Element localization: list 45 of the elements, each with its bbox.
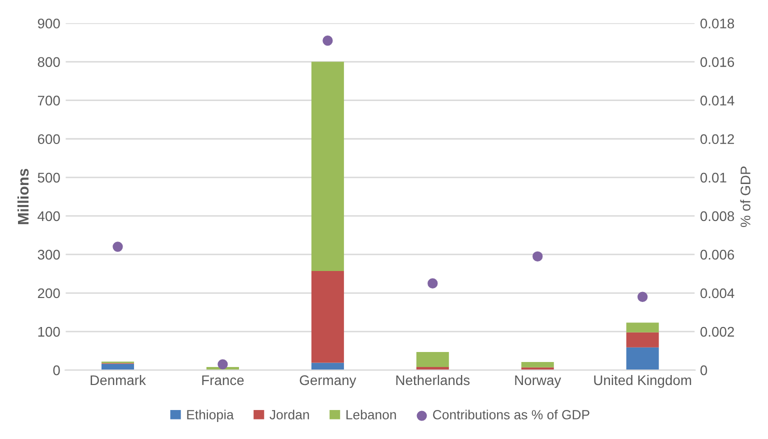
bar [626,347,659,370]
y2-tick-label: 0.014 [700,96,734,106]
y2-tick-label: 0.016 [700,57,734,67]
y-tick-label: 100 [38,326,60,337]
y-tick-label: 800 [38,57,60,67]
x-tick-label: France [202,375,244,386]
y-tick-label: 0 [53,365,60,376]
y-tick-label: 400 [38,211,60,222]
x-tick-label: Germany [300,375,356,388]
point [112,242,123,252]
x-tick-label: Norway [515,375,562,388]
point [532,251,543,262]
x-tick-label: Denmark [90,374,146,386]
y2-axis-title: % of GDP [740,166,750,228]
y-tick-label: 300 [38,250,60,260]
y2-tick-label: 0.008 [700,211,734,222]
bar [311,62,344,272]
y2-tick-label: 0 [700,365,708,376]
bar [311,271,344,363]
y2-tick-label: 0.002 [700,326,734,337]
legend-label: Lebanon [346,410,396,420]
bar [416,352,449,367]
y2-tick-label: 0.01 [700,172,726,183]
point [218,359,228,370]
x-tick-label: Netherlands [396,374,470,386]
bar [521,362,554,368]
point [322,36,333,46]
point [428,278,438,288]
y-tick-label: 200 [38,288,60,298]
point [637,292,648,302]
y-tick-label: 900 [38,18,60,28]
x-tick-label: United Kingdom [594,374,692,388]
y-tick-label: 700 [38,96,60,106]
y2-tick-label: 0.004 [700,288,734,298]
y2-tick-label: 0.006 [700,250,734,260]
y-tick-label: 600 [38,134,60,144]
bar [626,322,659,332]
y2-tick-label: 0.018 [700,18,734,28]
y-tick-label: 500 [38,172,60,183]
legend-label: Jordan [270,410,309,420]
legend-label: Contributions as % of GDP [433,410,590,420]
y-axis-title: Millions [17,168,29,224]
legend-label: Ethiopia [187,410,234,422]
bar [626,332,659,348]
y2-tick-label: 0.012 [700,134,734,144]
